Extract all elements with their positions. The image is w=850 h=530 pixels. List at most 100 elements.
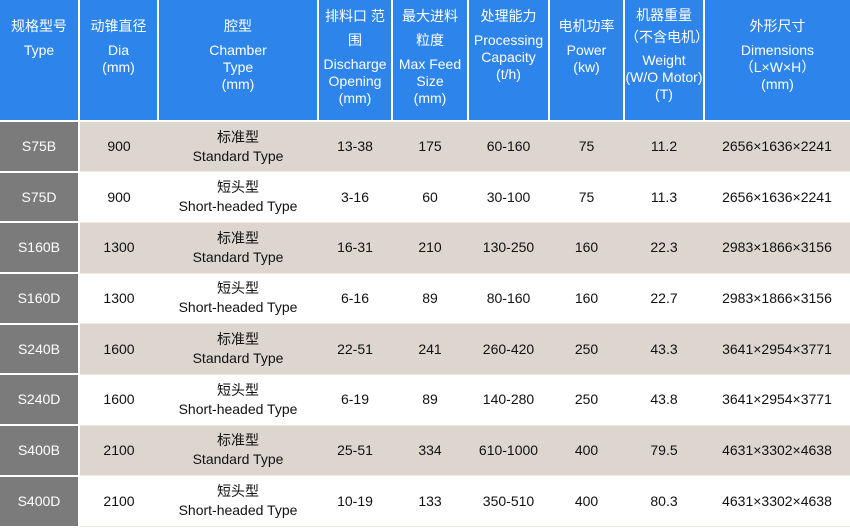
cell-dia: 900 (79, 121, 158, 173)
chamber-zh: 短头型 (217, 280, 259, 297)
cell-feed: 89 (392, 374, 468, 426)
header-en-label: Chamber (209, 42, 267, 58)
cell-type: S240B (0, 323, 80, 376)
cell-dia: 2100 (79, 425, 158, 477)
header-zh-label: 腔型 (224, 18, 252, 34)
header-chamber: 腔型 Chamber Type (mm) (158, 0, 319, 121)
cell-dia: 1600 (79, 374, 158, 426)
header-en-label: (T) (655, 86, 673, 102)
header-weight: 机器重量 （不含电机） Weight (W/O Motor) (T) (624, 0, 709, 121)
header-en-label: (mm) (338, 90, 372, 106)
cell-dims: 3641×2954×3771 (704, 374, 850, 426)
header-en-label: Capacity (481, 49, 536, 65)
cell-opening: 10-19 (318, 475, 392, 527)
cell-weight: 80.3 (624, 475, 704, 527)
header-en-label: Max Feed (398, 56, 462, 72)
cell-weight: 11.2 (624, 121, 704, 173)
cell-type: S75B (0, 121, 80, 173)
cell-opening: 13-38 (318, 121, 392, 173)
cell-dia: 1300 (79, 273, 158, 325)
chamber-en: Short-headed Type (178, 400, 298, 417)
header-en-label: (mm) (413, 90, 447, 106)
cell-power: 400 (549, 425, 624, 477)
cell-weight: 22.7 (624, 273, 704, 325)
cell-weight: 43.3 (624, 323, 704, 375)
header-zh-label: 排料口 范围 (325, 8, 385, 48)
header-dimensions: 外形尺寸 Dimensions （L×W×H） (mm) (704, 0, 850, 121)
header-en-label: (mm) (221, 76, 255, 92)
chamber-en: Short-headed Type (178, 198, 298, 215)
cell-weight: 43.8 (624, 374, 704, 426)
cell-dims: 4631×3302×4638 (704, 475, 850, 527)
header-en-label: (kw) (573, 59, 600, 75)
cell-opening: 22-51 (318, 323, 392, 375)
header-en-label: (t/h) (496, 66, 521, 82)
header-capacity: 处理能力 Processing Capacity (t/h) (468, 0, 550, 121)
cell-dims: 4631×3302×4638 (704, 425, 850, 477)
table-row: S75D 900 短头型 Short-headed Type 3-16 60 30-100 7… (0, 171, 850, 224)
table-row: S160B 1300 标准型 Standard Type 16-31 210 130-250… (0, 222, 850, 275)
header-en-label: (mm) (761, 76, 794, 92)
header-en-label: （L×W×H） (739, 59, 816, 75)
chamber-zh: 短头型 (217, 179, 259, 196)
header-en-label: Power (566, 42, 607, 58)
chamber-en: Standard Type (192, 451, 284, 468)
header-en-label: Type (222, 59, 254, 75)
cell-weight: 11.3 (624, 171, 704, 223)
cell-dims: 2656×1636×2241 (704, 171, 850, 223)
header-zh-label: 机器重量 （不含电机） (625, 7, 709, 45)
cell-capacity: 80-160 (468, 273, 549, 325)
cell-dims: 2983×1866×3156 (704, 273, 850, 325)
cell-feed: 241 (392, 323, 468, 375)
cell-dims: 3641×2954×3771 (704, 323, 850, 375)
cell-power: 75 (549, 171, 624, 223)
header-en-label: Processing (473, 32, 544, 48)
header-en-label: Discharge (323, 56, 387, 72)
header-zh-label: 规格型号 (11, 18, 67, 34)
cell-capacity: 260-420 (468, 323, 549, 375)
cell-power: 160 (549, 222, 624, 274)
cell-feed: 133 (392, 475, 468, 527)
chamber-en: Standard Type (192, 147, 284, 164)
header-en-label: Dia (107, 42, 129, 58)
cell-type: S75D (0, 171, 80, 224)
cell-chamber: 短头型 Short-headed Type (158, 273, 318, 325)
cell-feed: 175 (392, 121, 468, 173)
cell-capacity: 140-280 (468, 374, 549, 426)
header-en-label: Type (23, 42, 55, 58)
cell-type: S240D (0, 374, 80, 427)
cell-capacity: 60-160 (468, 121, 549, 173)
cell-type: S160D (0, 273, 80, 325)
cell-chamber: 短头型 Short-headed Type (158, 374, 318, 426)
cell-power: 250 (549, 374, 624, 426)
cell-opening: 25-51 (318, 425, 392, 477)
chamber-zh: 短头型 (217, 381, 259, 398)
header-zh-label: 最大进料 粒度 (402, 8, 458, 48)
cell-type: S400D (0, 475, 80, 528)
cell-chamber: 标准型 Standard Type (158, 323, 318, 375)
table-row: S160D 1300 短头型 Short-headed Type 6-16 89 80-16… (0, 273, 850, 325)
chamber-zh: 短头型 (217, 483, 259, 500)
cell-opening: 16-31 (318, 222, 392, 274)
cell-dia: 1300 (79, 222, 158, 274)
table-body: S75B 900 标准型 Standard Type 13-38 175 60-160 75 1… (0, 121, 850, 528)
cell-dia: 900 (79, 171, 158, 223)
cell-chamber: 短头型 Short-headed Type (158, 475, 318, 527)
header-discharge-opening: 排料口 范围 Discharge Opening (mm) (318, 0, 393, 121)
chamber-en: Standard Type (192, 350, 284, 367)
chamber-zh: 标准型 (217, 128, 259, 145)
cell-feed: 89 (392, 273, 468, 325)
cell-power: 160 (549, 273, 624, 325)
cell-power: 250 (549, 323, 624, 375)
header-dia: 动锥直径 Dia (mm) (79, 0, 159, 121)
cell-type: S160B (0, 222, 80, 275)
header-max-feed-size: 最大进料 粒度 Max Feed Size (mm) (392, 0, 469, 121)
cell-dia: 1600 (79, 323, 158, 375)
table-row: S400B 2100 标准型 Standard Type 25-51 334 610-100… (0, 425, 850, 477)
cell-capacity: 350-510 (468, 475, 549, 527)
header-zh-label: 外形尺寸 (749, 18, 806, 34)
cell-feed: 60 (392, 171, 468, 223)
chamber-en: Standard Type (192, 248, 284, 265)
header-en-label: Size (416, 73, 444, 89)
